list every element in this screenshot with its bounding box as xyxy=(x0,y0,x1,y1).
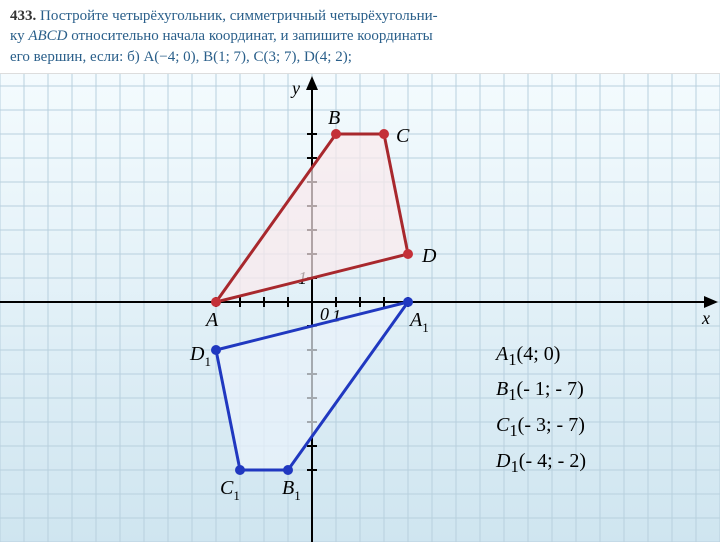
answer-a1: A1(4; 0) xyxy=(496,338,586,374)
svg-text:y: y xyxy=(290,78,300,98)
answer-c1: C1(- 3; - 7) xyxy=(496,409,586,445)
problem-statement: 433. Постройте четырёхугольник, симметри… xyxy=(0,0,720,74)
problem-abcd: ABCD xyxy=(28,28,67,44)
problem-line1: Постройте четырёхугольник, симметричный … xyxy=(40,8,438,24)
problem-line2a: ку xyxy=(10,28,28,44)
svg-text:B: B xyxy=(328,107,340,129)
svg-text:C: C xyxy=(396,125,410,147)
svg-text:x: x xyxy=(701,308,710,328)
answer-d1: D1(- 4; - 2) xyxy=(496,445,586,481)
svg-text:A: A xyxy=(204,309,219,331)
problem-number: 433. xyxy=(10,8,36,24)
chart-area: 011xyABCDA1B1C1D1 A1(4; 0) B1(- 1; - 7) … xyxy=(0,74,720,542)
problem-line3: его вершин, если: б) A(−4; 0), B(1; 7), … xyxy=(10,49,352,65)
problem-line2b: относительно начала координат, и запишит… xyxy=(68,28,433,44)
svg-text:D: D xyxy=(421,245,437,267)
answer-b1: B1(- 1; - 7) xyxy=(496,373,586,409)
coordinate-chart: 011xyABCDA1B1C1D1 xyxy=(0,74,720,542)
answer-list: A1(4; 0) B1(- 1; - 7) C1(- 3; - 7) D1(- … xyxy=(496,338,586,481)
